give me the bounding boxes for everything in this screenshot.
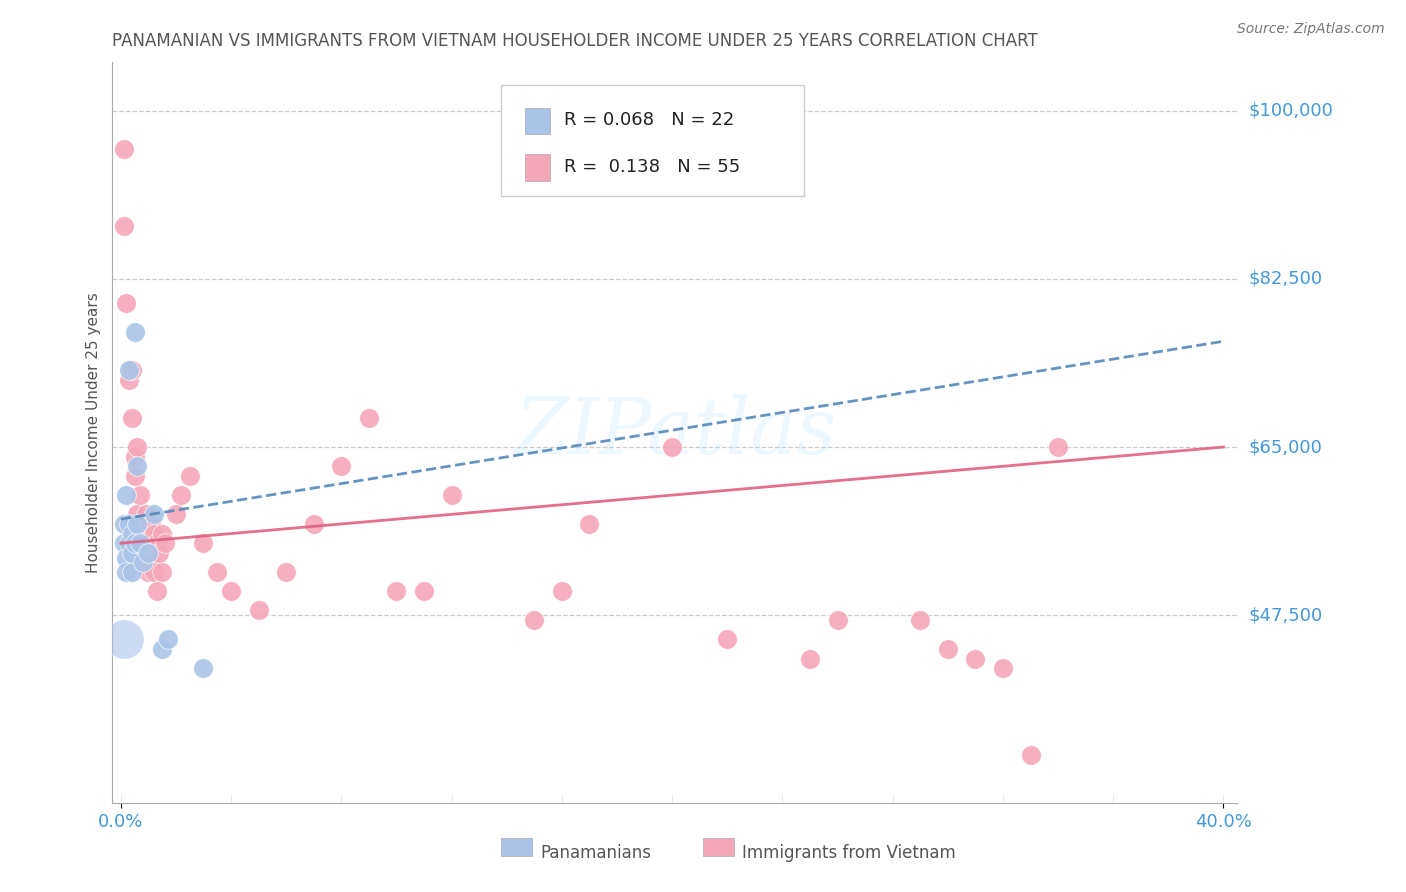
Point xyxy=(385,584,408,599)
Point xyxy=(330,459,353,474)
Point xyxy=(115,550,138,565)
Text: $82,500: $82,500 xyxy=(1249,269,1323,288)
Point xyxy=(112,219,135,233)
Point xyxy=(115,295,138,310)
Point xyxy=(578,516,600,531)
Point xyxy=(135,508,157,522)
Text: ZIPatlas: ZIPatlas xyxy=(513,394,837,471)
Point xyxy=(121,565,143,579)
Point xyxy=(112,536,135,550)
Point xyxy=(121,546,143,560)
Bar xyxy=(526,108,550,135)
Point xyxy=(150,565,173,579)
Text: Immigrants from Vietnam: Immigrants from Vietnam xyxy=(742,844,956,862)
Point xyxy=(127,440,149,454)
Point xyxy=(129,488,152,502)
Point xyxy=(124,450,146,464)
Point xyxy=(129,536,152,550)
Point xyxy=(142,565,165,579)
Point xyxy=(1019,747,1042,762)
Point xyxy=(523,613,546,627)
Point xyxy=(142,508,165,522)
Point xyxy=(121,363,143,377)
Text: R = 0.068   N = 22: R = 0.068 N = 22 xyxy=(564,112,734,129)
Point xyxy=(193,536,215,550)
Point xyxy=(136,546,159,560)
Point xyxy=(118,373,141,387)
Point xyxy=(124,469,146,483)
Point xyxy=(179,469,201,483)
Point xyxy=(115,565,138,579)
Text: Source: ZipAtlas.com: Source: ZipAtlas.com xyxy=(1237,22,1385,37)
Point xyxy=(124,325,146,339)
Point xyxy=(129,536,152,550)
Point xyxy=(118,536,141,550)
Point xyxy=(139,556,162,570)
Point xyxy=(142,526,165,541)
Point xyxy=(247,603,270,617)
Point xyxy=(135,536,157,550)
Point xyxy=(661,440,683,454)
Point xyxy=(799,651,821,665)
Point xyxy=(112,516,135,531)
Bar xyxy=(526,154,550,181)
Point xyxy=(132,556,155,570)
Point xyxy=(991,661,1014,675)
Point xyxy=(207,565,229,579)
Point xyxy=(124,536,146,550)
Point xyxy=(936,642,959,657)
Point xyxy=(440,488,463,502)
Point xyxy=(132,556,155,570)
Point xyxy=(1047,440,1070,454)
Point xyxy=(145,536,167,550)
Text: $65,000: $65,000 xyxy=(1249,438,1323,456)
Text: $47,500: $47,500 xyxy=(1249,607,1323,624)
Point xyxy=(965,651,987,665)
Point xyxy=(165,508,187,522)
Point xyxy=(170,488,193,502)
Point xyxy=(219,584,242,599)
Point xyxy=(716,632,738,647)
Point xyxy=(150,642,173,657)
Bar xyxy=(703,838,734,856)
Point xyxy=(357,411,380,425)
Text: R =  0.138   N = 55: R = 0.138 N = 55 xyxy=(564,158,740,176)
Point xyxy=(121,411,143,425)
Point xyxy=(145,584,167,599)
Point xyxy=(413,584,436,599)
Text: PANAMANIAN VS IMMIGRANTS FROM VIETNAM HOUSEHOLDER INCOME UNDER 25 YEARS CORRELAT: PANAMANIAN VS IMMIGRANTS FROM VIETNAM HO… xyxy=(112,32,1038,50)
Text: $100,000: $100,000 xyxy=(1249,102,1333,120)
Point xyxy=(827,613,849,627)
Point xyxy=(139,516,162,531)
Point xyxy=(276,565,298,579)
Point xyxy=(153,536,176,550)
Point xyxy=(156,632,179,647)
Bar xyxy=(501,838,531,856)
Point xyxy=(150,526,173,541)
Point xyxy=(910,613,932,627)
Point xyxy=(136,536,159,550)
Point xyxy=(118,516,141,531)
Point xyxy=(193,661,215,675)
Text: Panamanians: Panamanians xyxy=(540,844,651,862)
Point xyxy=(148,546,170,560)
Point xyxy=(127,516,149,531)
Point xyxy=(112,632,135,647)
Point xyxy=(115,488,138,502)
Point xyxy=(302,516,325,531)
Point xyxy=(127,508,149,522)
Point xyxy=(136,565,159,579)
Point xyxy=(112,142,135,156)
Point xyxy=(118,363,141,377)
Point xyxy=(127,459,149,474)
Point xyxy=(132,516,155,531)
Point xyxy=(551,584,574,599)
FancyBboxPatch shape xyxy=(501,85,804,195)
Point xyxy=(121,526,143,541)
Y-axis label: Householder Income Under 25 years: Householder Income Under 25 years xyxy=(86,293,101,573)
